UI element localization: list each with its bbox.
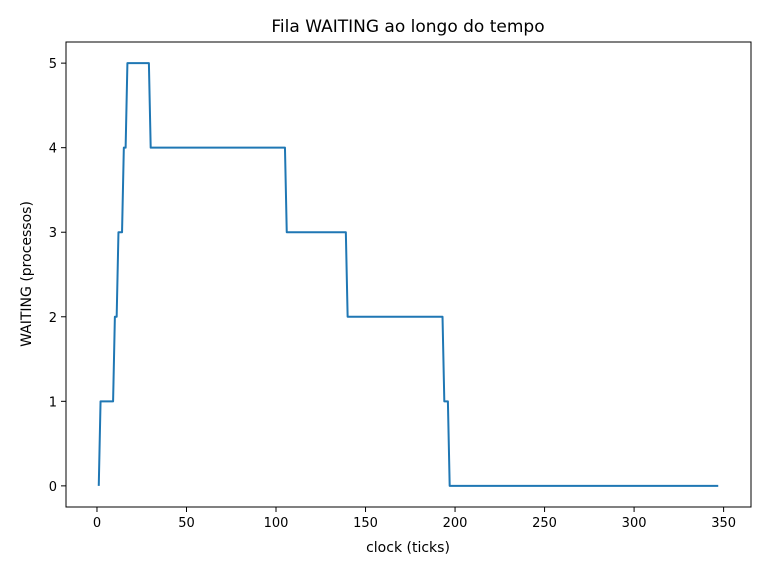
x-tick-label: 50: [178, 516, 195, 531]
y-tick-label: 5: [49, 57, 57, 72]
y-tick-label: 3: [49, 226, 57, 241]
x-tick-label: 200: [443, 516, 468, 531]
y-tick-label: 4: [49, 142, 57, 157]
y-tick-label: 0: [49, 480, 57, 495]
series-line-group: [97, 62, 719, 487]
chart-title: Fila WAITING ao longo do tempo: [271, 17, 544, 37]
x-tick-label: 250: [532, 516, 557, 531]
y-tick-label: 2: [49, 311, 57, 326]
x-axis-label: clock (ticks): [366, 540, 450, 556]
y-axis-label: WAITING (processos): [19, 201, 35, 347]
y-tick-label: 1: [49, 395, 57, 410]
series-line-0: [97, 62, 719, 487]
x-tick-label: 150: [353, 516, 378, 531]
x-tick-label: 300: [622, 516, 647, 531]
x-axis: 0 50 100 150 200 250 300 350: [93, 507, 736, 531]
x-tick-label: 0: [93, 516, 101, 531]
x-tick-label: 100: [264, 516, 289, 531]
plot-frame: [65, 41, 752, 508]
y-axis: 0 1 2 3 4 5: [49, 57, 66, 495]
x-tick-label: 350: [711, 516, 736, 531]
